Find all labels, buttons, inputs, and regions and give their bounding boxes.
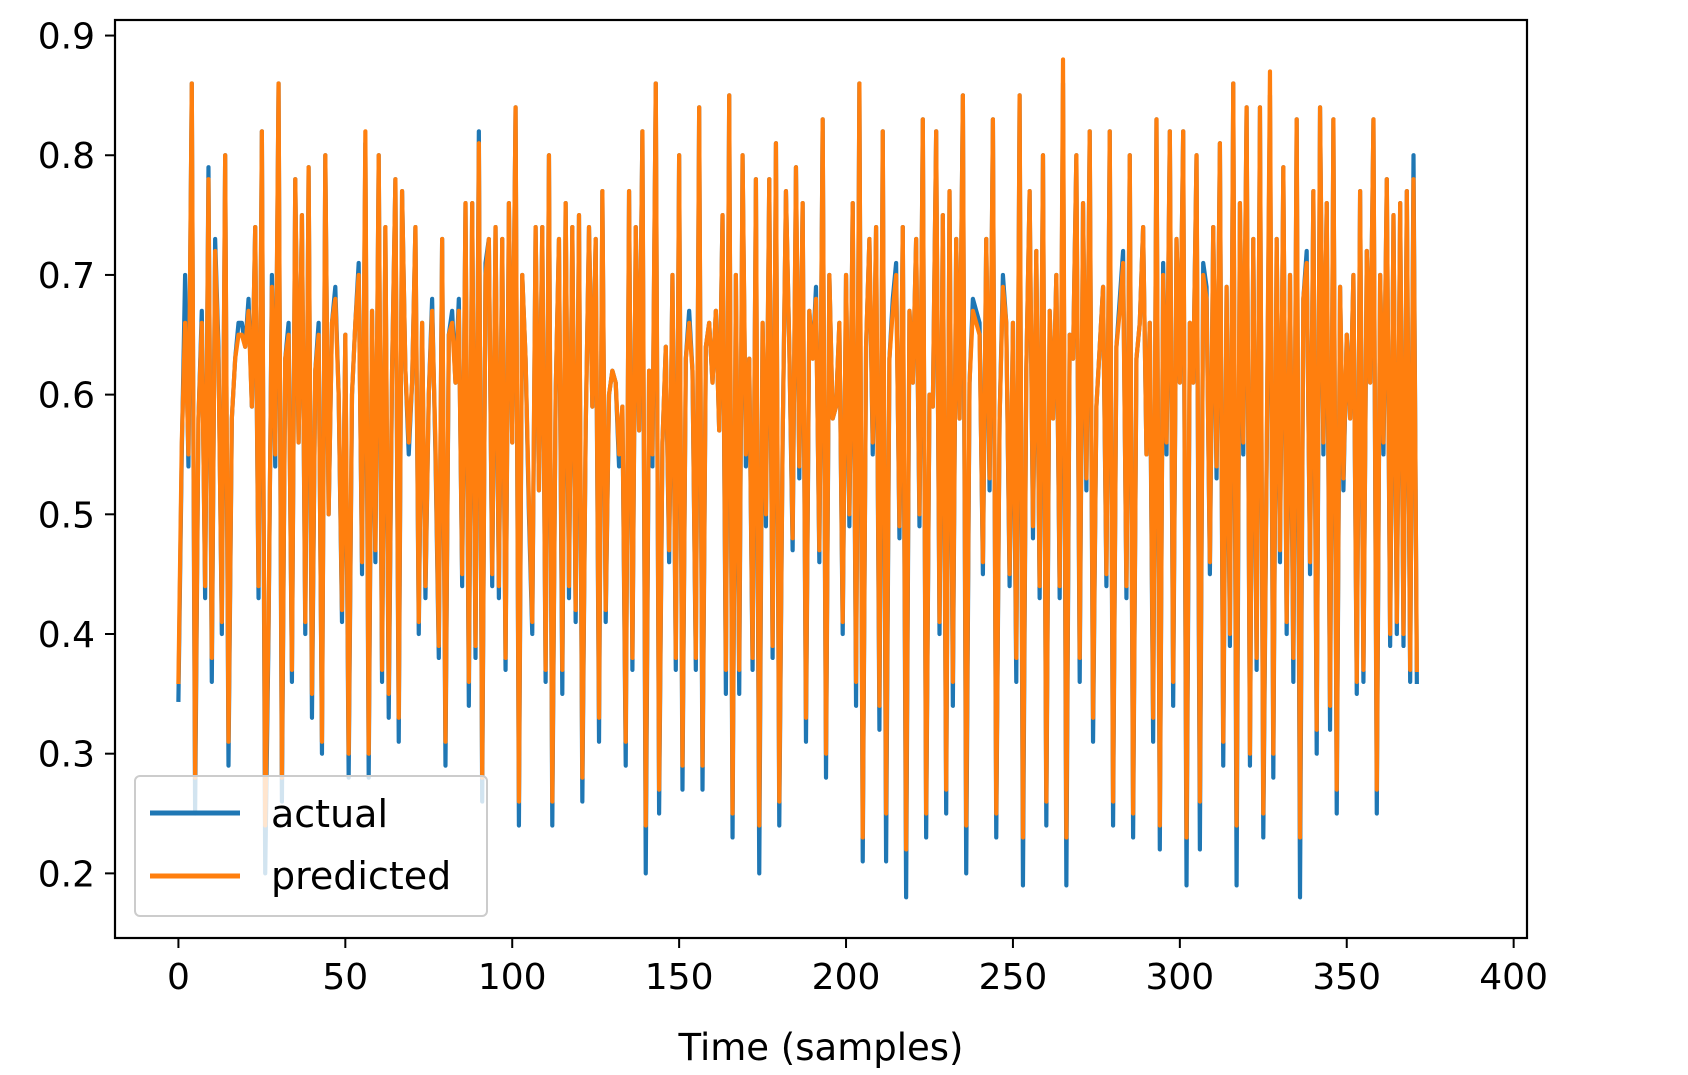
- x-tick-label: 200: [812, 957, 881, 998]
- plot-frame: [113, 18, 1529, 940]
- y-tick-label: 0.7: [38, 256, 95, 297]
- y-tick-label: 0.3: [38, 735, 95, 776]
- x-tick-label: 400: [1479, 957, 1548, 998]
- x-tick-label: 250: [979, 957, 1048, 998]
- y-tick-label: 0.4: [38, 615, 95, 656]
- legend-label-predicted: predicted: [271, 854, 451, 898]
- y-axis: 0.2 0.3 0.4 0.5 0.6 0.7 0.8 0.9: [38, 17, 115, 895]
- x-tick-label: 0: [167, 957, 190, 998]
- x-tick-label: 350: [1312, 957, 1381, 998]
- x-tick-label: 150: [645, 957, 714, 998]
- x-tick-label: 100: [478, 957, 547, 998]
- y-tick-label: 0.8: [38, 136, 95, 177]
- y-tick-label: 0.2: [38, 854, 95, 895]
- y-tick-label: 0.5: [38, 495, 95, 536]
- y-tick-label: 0.6: [38, 376, 95, 417]
- series-layer: [176, 57, 1419, 900]
- series-line-predicted: [176, 57, 1419, 852]
- legend-label-actual: actual: [271, 792, 388, 836]
- x-axis: 0 50 100 150 200 250 300 350 400: [167, 938, 1548, 998]
- legend: actual predicted: [134, 775, 488, 917]
- x-tick-label: 300: [1145, 957, 1214, 998]
- x-tick-label: 50: [322, 957, 368, 998]
- y-tick-label: 0.9: [38, 17, 95, 58]
- x-axis-title: Time (samples): [678, 1026, 964, 1069]
